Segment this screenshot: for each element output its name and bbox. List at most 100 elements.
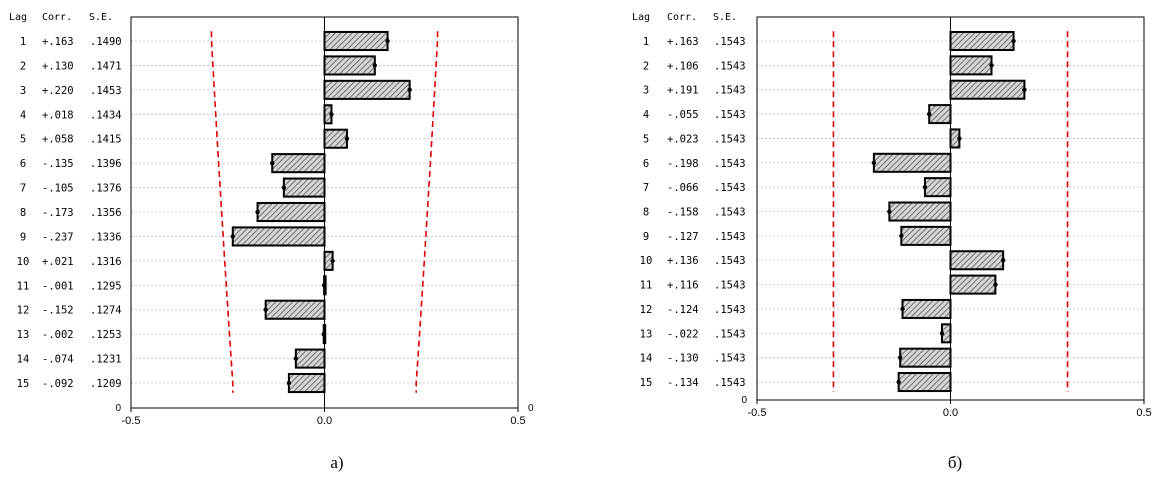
corr-value: +.018	[42, 109, 74, 121]
lag-label: 10	[17, 256, 30, 268]
se-value: .1543	[714, 60, 746, 72]
acf-bar	[888, 201, 952, 222]
acf-bar	[901, 298, 952, 319]
se-value: .1231	[90, 354, 122, 366]
corr-value: +.021	[42, 256, 74, 268]
panel-label: а)	[330, 453, 343, 472]
se-value: .1376	[90, 183, 122, 195]
acf-point	[321, 283, 327, 288]
lag-label: 11	[17, 280, 30, 292]
x-tick-label: 0.0	[317, 415, 332, 427]
acf-bar	[323, 30, 389, 52]
x-tick-label: -0.5	[122, 415, 141, 427]
se-value: .1543	[714, 182, 746, 194]
se-value: .1543	[714, 353, 746, 365]
acf-point	[1011, 38, 1016, 44]
corr-value: +.130	[42, 60, 74, 72]
lag-header: Lag	[632, 12, 650, 23]
panel-label: б)	[948, 453, 962, 472]
lag-label: 9	[20, 231, 26, 243]
acf-point	[922, 184, 928, 190]
corner-zero-left: 0	[115, 403, 121, 414]
acf-bar	[264, 299, 326, 320]
se-value: .1543	[714, 377, 746, 389]
acf-bar	[897, 372, 952, 393]
lag-label: 5	[20, 134, 26, 146]
acf-bar	[949, 250, 1005, 271]
corr-value: -.135	[42, 158, 74, 170]
acf-bar	[949, 79, 1026, 100]
acf-point	[1022, 87, 1027, 92]
se-value: .1316	[90, 256, 122, 268]
upper-confidence-limit	[415, 31, 439, 393]
se-value: .1543	[714, 255, 746, 267]
lag-label: 5	[643, 133, 649, 145]
x-tick-label: 0.5	[1136, 407, 1151, 419]
acf-bar	[900, 225, 952, 246]
acf-bar	[928, 104, 952, 125]
lag-label: 7	[643, 182, 649, 194]
acf-bar	[323, 55, 376, 76]
acf-point	[385, 38, 390, 44]
lag-label: 6	[643, 158, 649, 170]
se-value: .1336	[90, 231, 122, 243]
lag-header: Lag	[9, 12, 27, 23]
acf-point	[899, 233, 904, 239]
acf-point	[344, 136, 350, 141]
corr-value: -.022	[667, 328, 699, 340]
corr-value: +.163	[42, 36, 74, 48]
corr-value: -.130	[667, 353, 699, 365]
acf-panel-b: Lag Corr. S.E. 1 +.163 .1543 2 +.106 .1543 3 +.191…	[632, 12, 1152, 472]
corr-value: +.163	[667, 36, 699, 48]
corr-value: -.152	[42, 305, 74, 317]
se-value: .1543	[714, 280, 746, 292]
se-value: .1543	[714, 328, 746, 340]
acf-bar	[256, 201, 326, 223]
lag-label: 2	[20, 60, 26, 72]
acf-bar	[949, 55, 993, 76]
corner-zero-right: 0	[528, 403, 534, 414]
acf-point	[900, 306, 905, 312]
lag-label: 12	[640, 304, 653, 316]
acf-point	[871, 160, 877, 165]
acf-point	[263, 307, 268, 312]
acf-point	[407, 87, 412, 93]
acf-bar	[923, 177, 952, 198]
acf-point	[939, 331, 945, 336]
corner-zero-left: 0	[741, 395, 747, 406]
se-value: .1490	[90, 36, 122, 48]
se-value: .1543	[714, 36, 746, 48]
se-value: .1396	[90, 158, 122, 170]
se-value: .1209	[90, 378, 122, 390]
lag-label: 4	[20, 109, 26, 121]
lag-label: 12	[17, 305, 30, 317]
se-header: S.E.	[713, 12, 737, 23]
acf-bar	[323, 128, 348, 149]
lag-label: 11	[640, 280, 653, 292]
lag-label: 9	[643, 231, 649, 243]
corr-value: -.074	[42, 354, 74, 366]
acf-panel-a: Lag Corr. S.E. 1 +.163 .1490 2 +.130 .1471 3 +.220…	[9, 12, 534, 472]
corr-value: +.220	[42, 85, 74, 97]
lag-label: 3	[643, 85, 649, 97]
acf-bar	[294, 348, 326, 369]
acf-point	[330, 258, 335, 264]
lower-confidence-limit	[210, 31, 234, 393]
corr-value: +.058	[42, 134, 74, 146]
acf-point	[255, 209, 260, 215]
corr-header: Corr.	[42, 12, 72, 23]
acf-point	[897, 355, 903, 360]
corr-value: -.105	[42, 183, 74, 195]
se-value: .1356	[90, 207, 122, 219]
corr-value: -.055	[667, 109, 699, 121]
acf-bar	[231, 226, 326, 247]
se-value: .1543	[714, 231, 746, 243]
lag-label: 7	[20, 183, 26, 195]
corr-value: +.136	[667, 255, 699, 267]
acf-point	[993, 282, 998, 287]
lag-label: 6	[20, 158, 26, 170]
acf-bar	[282, 177, 326, 198]
corr-value: -.198	[667, 158, 699, 170]
acf-point	[230, 234, 235, 239]
lag-label: 1	[643, 36, 649, 48]
